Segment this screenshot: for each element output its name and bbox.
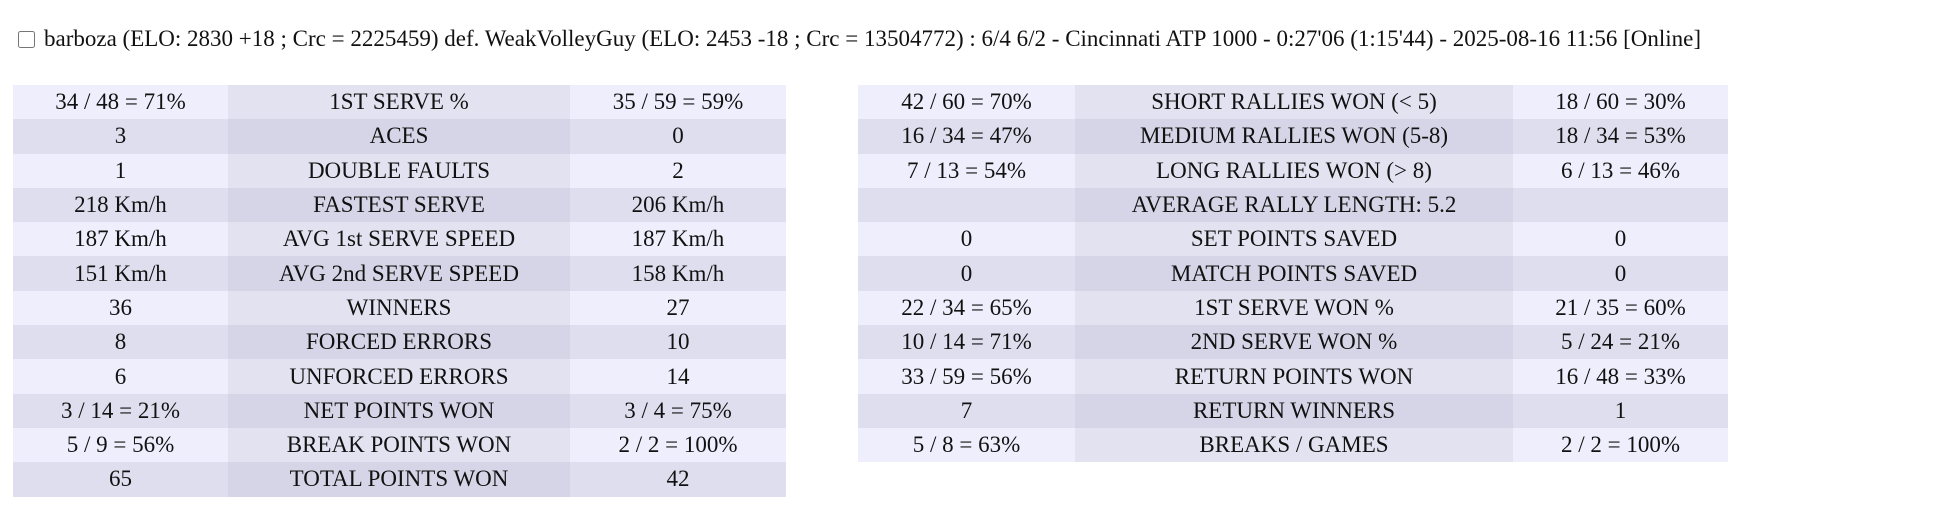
- stat-label: ACES: [228, 119, 570, 154]
- stat-value: 206 Km/h: [570, 187, 786, 223]
- stat-value: 0: [1513, 256, 1728, 291]
- stat-value: 0: [858, 222, 1075, 257]
- stat-label: FASTEST SERVE: [228, 187, 570, 223]
- stat-value: [1513, 187, 1728, 223]
- stat-value: 22 / 34 = 65%: [858, 290, 1075, 326]
- stat-label: FORCED ERRORS: [228, 325, 570, 360]
- stat-label: MATCH POINTS SAVED: [1075, 256, 1513, 291]
- stat-label: AVG 2nd SERVE SPEED: [228, 256, 570, 291]
- stat-label: NET POINTS WON: [228, 393, 570, 428]
- stat-value: 35 / 59 = 59%: [570, 85, 786, 120]
- stat-value: 18 / 34 = 53%: [1513, 119, 1728, 154]
- stat-value: 2 / 2 = 100%: [1513, 427, 1728, 463]
- stat-value: 151 Km/h: [13, 256, 228, 291]
- stat-value: 16 / 48 = 33%: [1513, 359, 1728, 394]
- stat-value: 187 Km/h: [570, 222, 786, 257]
- stat-label: UNFORCED ERRORS: [228, 359, 570, 394]
- stat-value: 42: [570, 462, 786, 497]
- stat-value: 14: [570, 359, 786, 394]
- stat-label: BREAKS / GAMES: [1075, 427, 1513, 463]
- stats-row: 65 TOTAL POINTS WON 42: [13, 462, 786, 497]
- stat-label: BREAK POINTS WON: [228, 427, 570, 463]
- right-stats-table: 42 / 60 = 70% SHORT RALLIES WON (< 5) 18 /…: [858, 85, 1728, 463]
- stats-row: 33 / 59 = 56% RETURN POINTS WON 16 / 48 = …: [858, 359, 1728, 394]
- stats-row: 34 / 48 = 71% 1ST SERVE % 35 / 59 = 59%: [13, 85, 786, 120]
- stats-row: 0 MATCH POINTS SAVED 0: [858, 256, 1728, 291]
- stat-value: 33 / 59 = 56%: [858, 359, 1075, 394]
- stats-row: 6 UNFORCED ERRORS 14: [13, 359, 786, 394]
- stats-row: 0 SET POINTS SAVED 0: [858, 222, 1728, 257]
- stat-label: AVG 1st SERVE SPEED: [228, 222, 570, 257]
- stat-label: DOUBLE FAULTS: [228, 153, 570, 188]
- stat-label: 1ST SERVE %: [228, 85, 570, 120]
- stat-value: 5 / 8 = 63%: [858, 427, 1075, 463]
- stat-value: 1: [1513, 393, 1728, 428]
- stat-value: 5 / 24 = 21%: [1513, 325, 1728, 360]
- stat-value: 5 / 9 = 56%: [13, 427, 228, 463]
- stat-label: RETURN WINNERS: [1075, 393, 1513, 428]
- stat-value: 0: [858, 256, 1075, 291]
- stat-value: 42 / 60 = 70%: [858, 85, 1075, 120]
- stat-label: SET POINTS SAVED: [1075, 222, 1513, 257]
- stats-row: 36 WINNERS 27: [13, 290, 786, 326]
- stats-row: 10 / 14 = 71% 2ND SERVE WON % 5 / 24 = 21%: [858, 325, 1728, 360]
- stat-value: 21 / 35 = 60%: [1513, 290, 1728, 326]
- stats-row: 1 DOUBLE FAULTS 2: [13, 153, 786, 188]
- stats-row: 151 Km/h AVG 2nd SERVE SPEED 158 Km/h: [13, 256, 786, 291]
- stat-value: 27: [570, 290, 786, 326]
- stat-value: 16 / 34 = 47%: [858, 119, 1075, 154]
- stat-value: 0: [570, 119, 786, 154]
- stat-value: 1: [13, 153, 228, 188]
- stats-row: 42 / 60 = 70% SHORT RALLIES WON (< 5) 18 /…: [858, 85, 1728, 120]
- stat-value: 3 / 14 = 21%: [13, 393, 228, 428]
- stat-value: 7: [858, 393, 1075, 428]
- stats-row: AVERAGE RALLY LENGTH: 5.2: [858, 187, 1728, 223]
- left-stats-table: 34 / 48 = 71% 1ST SERVE % 35 / 59 = 59% 3 AC…: [13, 85, 786, 497]
- stat-label: TOTAL POINTS WON: [228, 462, 570, 497]
- stat-value: 158 Km/h: [570, 256, 786, 291]
- stat-value: 6: [13, 359, 228, 394]
- stat-value: 7 / 13 = 54%: [858, 153, 1075, 188]
- stat-label: RETURN POINTS WON: [1075, 359, 1513, 394]
- stat-label: 2ND SERVE WON %: [1075, 325, 1513, 360]
- stats-row: 7 RETURN WINNERS 1: [858, 393, 1728, 428]
- stat-label: 1ST SERVE WON %: [1075, 290, 1513, 326]
- stat-value: 3: [13, 119, 228, 154]
- match-summary: barboza (ELO: 2830 +18 ; Crc = 2225459) …: [44, 26, 1702, 51]
- stats-row: 218 Km/h FASTEST SERVE 206 Km/h: [13, 187, 786, 223]
- stats-row: 8 FORCED ERRORS 10: [13, 325, 786, 360]
- stats-row: 16 / 34 = 47% MEDIUM RALLIES WON (5-8) 18 …: [858, 119, 1728, 154]
- stat-label: AVERAGE RALLY LENGTH: 5.2: [1075, 187, 1513, 223]
- stat-value: 18 / 60 = 30%: [1513, 85, 1728, 120]
- stat-value: 2: [570, 153, 786, 188]
- stats-row: 7 / 13 = 54% LONG RALLIES WON (> 8) 6 / 13…: [858, 153, 1728, 188]
- stat-value: 3 / 4 = 75%: [570, 393, 786, 428]
- stat-value: 2 / 2 = 100%: [570, 427, 786, 463]
- stat-value: [858, 187, 1075, 223]
- stats-row: 187 Km/h AVG 1st SERVE SPEED 187 Km/h: [13, 222, 786, 257]
- stat-value: 65: [13, 462, 228, 497]
- stat-label: SHORT RALLIES WON (< 5): [1075, 85, 1513, 120]
- stat-value: 10: [570, 325, 786, 360]
- stats-row: 3 / 14 = 21% NET POINTS WON 3 / 4 = 75%: [13, 393, 786, 428]
- stat-value: 218 Km/h: [13, 187, 228, 223]
- stat-value: 10 / 14 = 71%: [858, 325, 1075, 360]
- stats-row: 3 ACES 0: [13, 119, 786, 154]
- stats-row: 5 / 9 = 56% BREAK POINTS WON 2 / 2 = 100%: [13, 427, 786, 463]
- stat-value: 8: [13, 325, 228, 360]
- stat-label: WINNERS: [228, 290, 570, 326]
- stat-label: LONG RALLIES WON (> 8): [1075, 153, 1513, 188]
- stat-value: 187 Km/h: [13, 222, 228, 257]
- select-checkbox[interactable]: [18, 30, 35, 48]
- stats-row: 22 / 34 = 65% 1ST SERVE WON % 21 / 35 = 60…: [858, 290, 1728, 326]
- stats-row: 5 / 8 = 63% BREAKS / GAMES 2 / 2 = 100%: [858, 427, 1728, 463]
- match-header: barboza (ELO: 2830 +18 ; Crc = 2225459) …: [18, 26, 1701, 52]
- stat-value: 34 / 48 = 71%: [13, 85, 228, 120]
- stat-value: 6 / 13 = 46%: [1513, 153, 1728, 188]
- stat-value: 36: [13, 290, 228, 326]
- stat-label: MEDIUM RALLIES WON (5-8): [1075, 119, 1513, 154]
- stat-value: 0: [1513, 222, 1728, 257]
